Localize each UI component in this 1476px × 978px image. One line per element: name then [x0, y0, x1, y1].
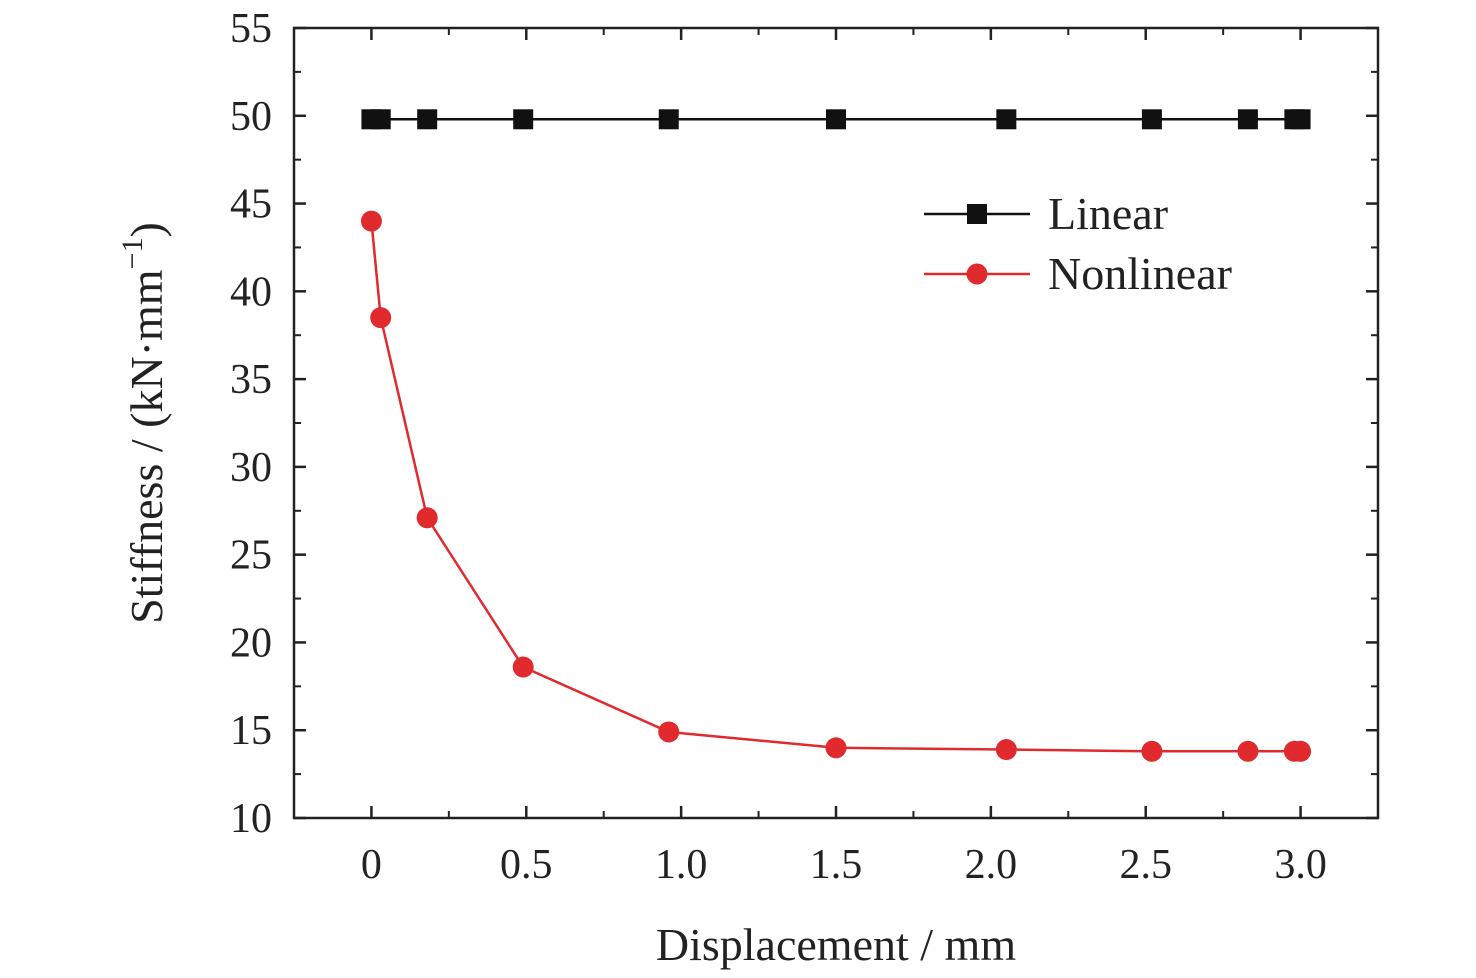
data-point	[1237, 109, 1258, 130]
data-point	[513, 109, 534, 130]
legend-marker	[967, 204, 987, 224]
x-tick-label: 1.0	[655, 842, 708, 888]
plot-frame	[292, 26, 1380, 820]
data-point	[1141, 109, 1162, 130]
y-axis-title-main: Stiffness / (kN·mm	[121, 269, 172, 624]
data-point	[658, 109, 679, 130]
y-tick-label: 45	[230, 182, 272, 228]
legend-marker	[966, 263, 988, 285]
y-axis-title-superscript: −1	[116, 238, 149, 270]
data-point	[825, 737, 847, 759]
legend-label: Linear	[1048, 188, 1168, 239]
data-point	[995, 739, 1017, 761]
data-point	[658, 721, 680, 743]
y-axis-title-close: )	[121, 222, 172, 237]
data-point	[1141, 740, 1163, 762]
series-layer	[360, 109, 1312, 762]
y-tick-label: 15	[230, 708, 272, 754]
y-tick-label: 35	[230, 357, 272, 403]
series-linear	[361, 109, 1311, 130]
x-axis-title: Displacement / mm	[656, 919, 1016, 970]
axis-ticks: 0 0.5 1.0 1.5 2.0 2.5 3.0 10 15 20 25 30 35 40 45 50 55	[230, 6, 1378, 888]
series-line	[370, 220, 1301, 753]
x-tick-label: 2.5	[1119, 842, 1172, 888]
data-point	[1290, 740, 1312, 762]
x-tick-label: 1.5	[810, 842, 863, 888]
data-point	[1237, 740, 1259, 762]
data-point	[370, 307, 392, 329]
y-tick-label: 20	[230, 620, 272, 666]
y-tick-label: 50	[230, 94, 272, 140]
y-tick-label: 40	[230, 269, 272, 315]
x-tick-label: 0.5	[500, 842, 553, 888]
data-point	[416, 507, 438, 529]
legend-label: Nonlinear	[1048, 248, 1232, 299]
y-tick-label: 55	[230, 6, 272, 52]
data-point	[370, 109, 391, 130]
y-axis-title: Stiffness / (kN·mm−1)	[116, 222, 172, 624]
x-tick-label: 0	[361, 842, 382, 888]
series-nonlinear	[360, 210, 1312, 762]
y-tick-label: 30	[230, 445, 272, 491]
x-tick-label: 3.0	[1274, 842, 1327, 888]
y-tick-label: 10	[230, 796, 272, 842]
legend-entry: Nonlinear	[924, 248, 1232, 299]
data-point	[826, 109, 846, 130]
data-point	[360, 210, 382, 232]
legend-entry: Linear	[924, 188, 1168, 239]
legend: Linear Nonlinear	[924, 188, 1232, 299]
data-point	[996, 109, 1017, 130]
data-point	[512, 656, 534, 678]
y-tick-label: 25	[230, 533, 272, 579]
x-tick-label: 2.0	[965, 842, 1018, 888]
data-point	[1290, 109, 1311, 130]
data-point	[417, 109, 438, 130]
